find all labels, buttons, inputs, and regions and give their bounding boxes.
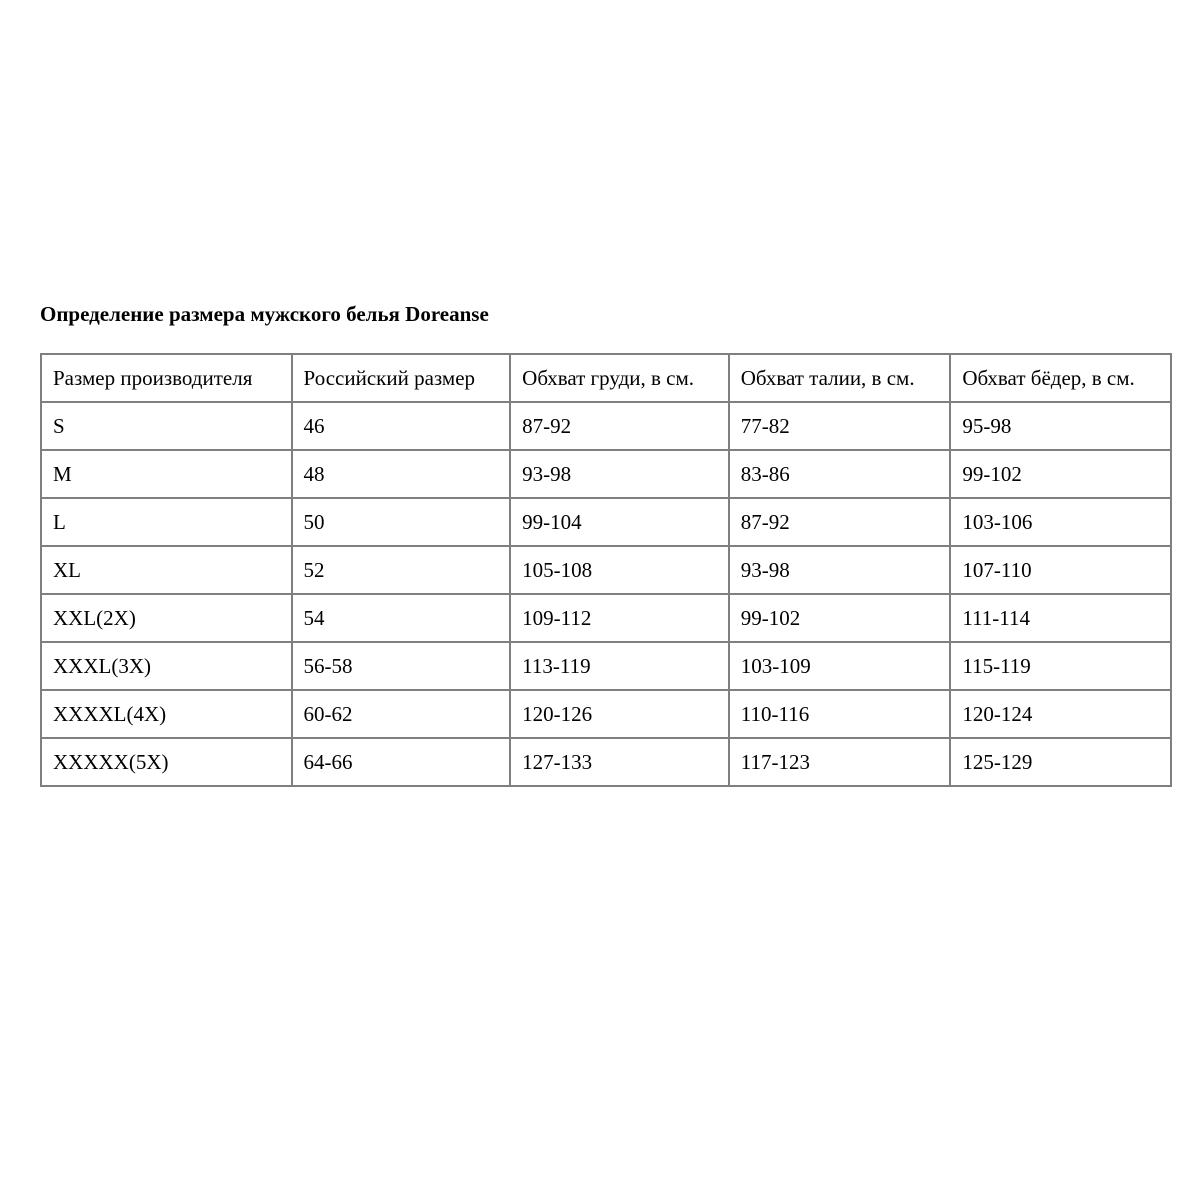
table-row: S 46 87-92 77-82 95-98 xyxy=(40,401,1172,451)
table-row: L 50 99-104 87-92 103-106 xyxy=(40,497,1172,547)
table-cell: 64-66 xyxy=(290,737,512,787)
table-cell: 99-104 xyxy=(509,497,730,547)
table-cell: L xyxy=(40,497,293,547)
table-cell: 99-102 xyxy=(949,449,1172,499)
table-cell: 54 xyxy=(290,593,512,643)
table-cell: 120-124 xyxy=(949,689,1172,739)
table-cell: XXXXX(5X) xyxy=(40,737,293,787)
table-cell: 48 xyxy=(290,449,512,499)
table-row: XXL(2X) 54 109-112 99-102 111-114 xyxy=(40,593,1172,643)
table-cell: 93-98 xyxy=(509,449,730,499)
table-cell: 46 xyxy=(290,401,512,451)
table-cell: 127-133 xyxy=(509,737,730,787)
table-cell: XXXXL(4X) xyxy=(40,689,293,739)
table-cell: 60-62 xyxy=(290,689,512,739)
table-row: XXXXL(4X) 60-62 120-126 110-116 120-124 xyxy=(40,689,1172,739)
table-cell: 115-119 xyxy=(949,641,1172,691)
table-row: XXXL(3X) 56-58 113-119 103-109 115-119 xyxy=(40,641,1172,691)
table-cell: 87-92 xyxy=(727,497,952,547)
table-cell: 83-86 xyxy=(727,449,952,499)
table-cell: 110-116 xyxy=(727,689,952,739)
table-cell: S xyxy=(40,401,293,451)
table-row: XXXXX(5X) 64-66 127-133 117-123 125-129 xyxy=(40,737,1172,787)
table-cell: 107-110 xyxy=(949,545,1172,595)
table-cell: 56-58 xyxy=(290,641,512,691)
table-row: M 48 93-98 83-86 99-102 xyxy=(40,449,1172,499)
table-cell: 103-106 xyxy=(949,497,1172,547)
table-cell: 95-98 xyxy=(949,401,1172,451)
table-cell: XXL(2X) xyxy=(40,593,293,643)
table-cell: 99-102 xyxy=(727,593,952,643)
table-cell: 77-82 xyxy=(727,401,952,451)
table-cell: XL xyxy=(40,545,293,595)
column-header: Обхват бёдер, в см. xyxy=(949,353,1172,403)
table-cell: 117-123 xyxy=(727,737,952,787)
column-header: Обхват груди, в см. xyxy=(509,353,730,403)
table-cell: 52 xyxy=(290,545,512,595)
table-cell: 111-114 xyxy=(949,593,1172,643)
size-table: Размер производителя Российский размер Обх… xyxy=(40,353,1172,787)
column-header: Обхват талии, в см. xyxy=(727,353,952,403)
table-cell: XXXL(3X) xyxy=(40,641,293,691)
table-cell: 109-112 xyxy=(509,593,730,643)
table-header-row: Размер производителя Российский размер Обх… xyxy=(40,353,1172,403)
table-cell: 50 xyxy=(290,497,512,547)
table-cell: 87-92 xyxy=(509,401,730,451)
column-header: Российский размер xyxy=(290,353,512,403)
table-cell: 125-129 xyxy=(949,737,1172,787)
table-row: XL 52 105-108 93-98 107-110 xyxy=(40,545,1172,595)
table-cell: 120-126 xyxy=(509,689,730,739)
table-cell: 113-119 xyxy=(509,641,730,691)
page-title: Определение размера мужского белья Dorea… xyxy=(40,302,489,326)
table-cell: 103-109 xyxy=(727,641,952,691)
table-cell: M xyxy=(40,449,293,499)
column-header: Размер производителя xyxy=(40,353,293,403)
table-cell: 93-98 xyxy=(727,545,952,595)
table-cell: 105-108 xyxy=(509,545,730,595)
